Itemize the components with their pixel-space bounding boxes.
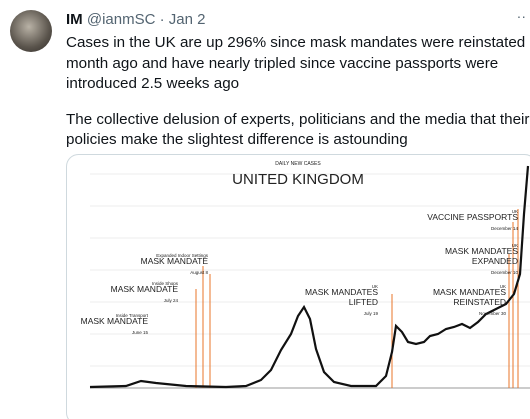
annotation-text: Expanded Indoor Settings <box>156 253 209 258</box>
text-line: introduced 2.5 weeks ago <box>66 75 240 92</box>
author-name[interactable]: IM <box>66 11 83 28</box>
annotation-text: REINSTATED <box>453 297 506 307</box>
annotation-text: UK <box>512 209 518 214</box>
annotation-text: MASK MANDATE <box>111 284 179 294</box>
chart-title: UNITED KINGDOM <box>232 171 364 188</box>
annotation-text: July 19 <box>364 311 379 316</box>
annotation-text: August 8 <box>190 270 208 275</box>
annotation-text: EXPANDED <box>472 256 518 266</box>
case-curve <box>89 165 530 389</box>
annotation-text: VACCINE PASSPORTS <box>427 212 518 222</box>
annotation-text: MASK MANDATE <box>141 256 209 266</box>
text-line: Cases in the UK are up 296% since mask m… <box>66 34 530 51</box>
chart-subtitle: DAILY NEW CASES <box>275 161 321 167</box>
policy-markers <box>195 209 519 388</box>
annotation-text: LIFTED <box>349 297 378 307</box>
text-line: The collective delusion of experts, poli… <box>66 110 530 128</box>
annotation-text: UK <box>512 243 518 248</box>
annotation-text: December 14 <box>491 226 519 231</box>
more-button[interactable]: ·· <box>516 8 526 24</box>
annotation-text: June 15 <box>132 330 149 335</box>
text-line: month ago and have nearly tripled since … <box>66 54 499 72</box>
grid <box>90 173 530 389</box>
annotation-text: Inside Transport <box>116 313 149 318</box>
text-line: policies make the slightest difference i… <box>66 131 408 148</box>
annotation-text: MASK MANDATES <box>433 287 506 297</box>
annotation-text: July 24 <box>164 298 179 303</box>
annotation-text: MASK MANDATES <box>305 287 378 297</box>
avatar[interactable] <box>10 10 52 52</box>
annotation-text: MASK MANDATE <box>81 316 149 326</box>
annotation-text: Inside Shops <box>152 281 179 286</box>
annotation-text: December 10 <box>491 270 519 275</box>
author-handle[interactable]: @ianmSC · Jan 2 <box>86 11 206 28</box>
annotation-text: UK <box>500 284 506 289</box>
annotation-text: MASK MANDATES <box>445 246 518 256</box>
tweet-text: Cases in the UK are up 296% since mask m… <box>66 33 530 151</box>
tweet-header: IM @ianmSC · Jan 2 <box>66 11 205 28</box>
annotation-text: November 30 <box>479 311 507 316</box>
annotation-text: UK <box>372 284 378 289</box>
image-frame <box>66 154 530 419</box>
chart-image[interactable]: DAILY NEW CASES UNITED KINGDOM Expanded … <box>66 154 530 419</box>
